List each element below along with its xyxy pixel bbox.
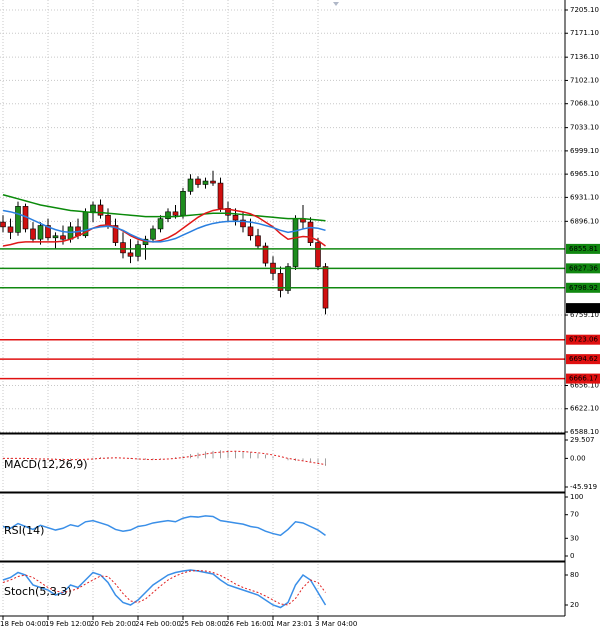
moving-average xyxy=(2,209,326,243)
indicator-label: RSI(14) xyxy=(4,524,44,537)
y-tick-label: 7171.10 xyxy=(570,29,599,37)
y-tick-label: 6588.10 xyxy=(570,428,599,436)
price-level-box xyxy=(566,373,600,384)
candle-body xyxy=(187,178,194,192)
candle-body xyxy=(150,228,156,240)
candle-body xyxy=(180,191,186,216)
marks-layer xyxy=(0,170,565,609)
candle-body xyxy=(7,226,14,233)
y-tick-label: 6931.10 xyxy=(570,193,599,201)
y-tick-label: 6759.10 xyxy=(570,311,599,319)
candle-body xyxy=(45,225,51,239)
candle-body xyxy=(37,225,44,240)
x-tick-label: 25 Feb 08:00 xyxy=(180,620,226,628)
price-level-label: 6666.17 xyxy=(569,375,598,383)
candle-body xyxy=(127,252,134,257)
price-level-box xyxy=(566,282,600,293)
candle-body xyxy=(240,219,246,228)
frame-layer xyxy=(0,0,566,617)
candle-body xyxy=(277,273,284,291)
y-tick-label: 29.507 xyxy=(570,436,595,444)
price-level-box xyxy=(566,354,600,365)
x-tick-label: 1 Mar 23:01 xyxy=(270,620,312,628)
x-tick-label: 24 Feb 00:00 xyxy=(135,620,181,628)
price-level-label: 6855.81 xyxy=(569,245,598,253)
candle-body xyxy=(120,242,126,254)
candle-body xyxy=(105,214,111,226)
candle-body xyxy=(202,180,209,185)
candle-body xyxy=(90,204,96,213)
y-tick-label: 80 xyxy=(570,571,579,579)
y-tick-label: 0 xyxy=(570,552,574,560)
plot-background xyxy=(0,0,565,616)
candle-body xyxy=(135,244,141,257)
candle-body xyxy=(15,206,21,233)
candle-body xyxy=(30,228,36,240)
candle-body xyxy=(262,245,269,264)
price-level-box xyxy=(566,334,600,345)
shift-marker xyxy=(333,2,339,6)
y-tick-label: 20 xyxy=(570,601,579,609)
current-price-box xyxy=(566,303,600,314)
y-tick-label: 7102.10 xyxy=(570,76,599,84)
candle-body xyxy=(172,211,179,216)
candle-body xyxy=(165,211,171,219)
candle-body xyxy=(210,180,216,184)
y-tick-label: 100 xyxy=(570,493,583,501)
y-tick-label: 7136.10 xyxy=(570,53,599,61)
candle-body xyxy=(315,242,321,267)
candle-body xyxy=(255,235,261,247)
current-price-label: 6769.24 xyxy=(569,304,598,312)
price-level-label: 6694.62 xyxy=(569,355,598,363)
indicator-label: Stoch(5,3,3) xyxy=(4,585,72,598)
indicator-label: MACD(12,26,9) xyxy=(4,458,88,471)
x-tick-label: 18 Feb 04:00 xyxy=(0,620,46,628)
price-level-label: 6723.06 xyxy=(569,336,598,344)
x-tick-label: 26 Feb 16:00 xyxy=(225,620,271,628)
candle-body xyxy=(285,266,291,291)
y-tick-label: 6896.10 xyxy=(570,217,599,225)
x-tick-label: 20 Feb 20:00 xyxy=(90,620,136,628)
candle-body xyxy=(217,182,224,209)
y-tick-label: 7205.10 xyxy=(570,6,599,14)
moving-average xyxy=(2,194,326,222)
y-tick-label: 30 xyxy=(570,534,579,542)
indicator-line xyxy=(2,569,326,606)
candle-body xyxy=(0,221,6,228)
labels-layer: 18 Feb 04:00 19 Feb 12:00 20 Feb 20:00 24 F… xyxy=(0,6,600,628)
moving-average xyxy=(2,208,326,247)
price-level-box xyxy=(566,243,600,254)
candle-body xyxy=(247,226,254,237)
candle-body xyxy=(157,218,164,230)
candle-body xyxy=(112,225,119,243)
indicator-line xyxy=(2,515,326,537)
indicator-line xyxy=(2,569,327,609)
y-tick-label: 0.00 xyxy=(570,454,586,462)
candle-body xyxy=(232,214,239,221)
price-level-label: 6798.92 xyxy=(569,284,598,292)
candle-body xyxy=(60,235,66,240)
y-tick-label: 6965.10 xyxy=(570,170,599,178)
price-level-box xyxy=(566,263,600,274)
candle-body xyxy=(195,178,201,185)
candle-body xyxy=(97,204,104,216)
candle-body xyxy=(52,235,59,239)
y-tick-label: 6656.10 xyxy=(570,381,599,389)
price-level-label: 6827.36 xyxy=(569,264,598,272)
y-tick-label: 70 xyxy=(570,511,579,519)
grid-layer xyxy=(0,0,568,620)
y-tick-label: 6622.10 xyxy=(570,405,599,413)
x-tick-label: 19 Feb 12:00 xyxy=(45,620,91,628)
x-tick-label: 3 Mar 04:00 xyxy=(315,620,357,628)
y-tick-label: 7033.10 xyxy=(570,124,599,132)
y-tick-label: -45.919 xyxy=(570,483,597,491)
indicator-line xyxy=(3,450,326,466)
y-tick-label: 7068.10 xyxy=(570,100,599,108)
y-tick-label: 6999.10 xyxy=(570,147,599,155)
candle-body xyxy=(307,221,314,243)
candle-body xyxy=(292,218,299,267)
